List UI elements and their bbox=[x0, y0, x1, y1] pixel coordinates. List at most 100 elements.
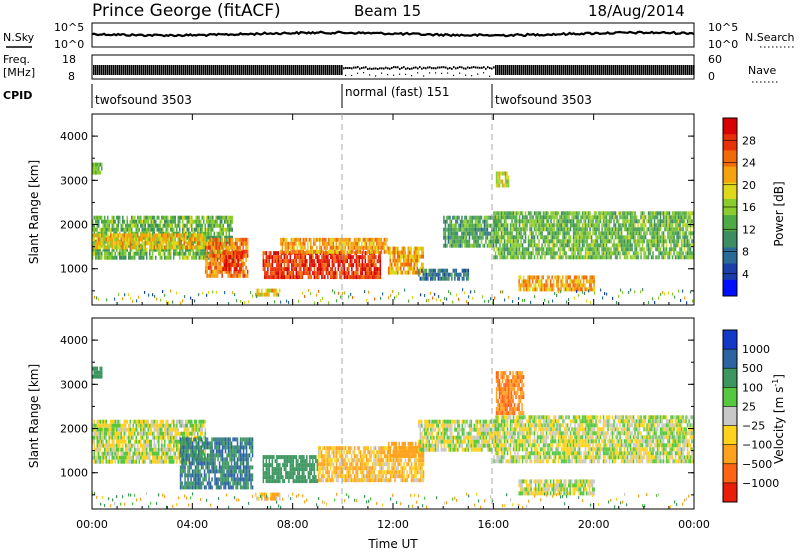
range-cell bbox=[460, 236, 462, 240]
range-cell bbox=[124, 237, 126, 241]
freq-sample bbox=[101, 65, 103, 75]
range-cell bbox=[155, 220, 157, 224]
range-cell bbox=[546, 227, 548, 231]
range-cell bbox=[579, 211, 581, 215]
range-cell bbox=[551, 287, 553, 291]
range-cell bbox=[559, 239, 561, 243]
range-cell bbox=[297, 271, 299, 275]
range-cell bbox=[446, 228, 448, 232]
range-cell bbox=[344, 259, 346, 263]
range-cell bbox=[436, 273, 438, 277]
freq-sample bbox=[183, 65, 185, 75]
range-cell bbox=[331, 238, 333, 242]
range-cell bbox=[284, 271, 286, 275]
range-cell bbox=[170, 245, 172, 249]
range-cell bbox=[604, 255, 606, 259]
range-cell bbox=[127, 233, 129, 237]
range-cell bbox=[104, 456, 106, 460]
range-cell bbox=[498, 227, 500, 231]
range-cell bbox=[336, 299, 337, 302]
colorbar-tick-label: 24 bbox=[742, 157, 756, 170]
range-cell bbox=[445, 240, 447, 244]
range-cell bbox=[128, 428, 130, 432]
range-cell bbox=[244, 254, 246, 258]
range-cell bbox=[523, 227, 525, 231]
range-cell bbox=[163, 224, 165, 228]
range-cell bbox=[445, 236, 447, 240]
range-cell bbox=[590, 287, 592, 291]
range-cell bbox=[357, 267, 359, 271]
range-cell bbox=[424, 269, 426, 273]
range-cell bbox=[669, 231, 671, 235]
range-cell bbox=[172, 224, 174, 228]
range-cell bbox=[472, 224, 474, 228]
range-cell bbox=[538, 227, 540, 231]
range-cell bbox=[233, 274, 235, 278]
range-cell bbox=[619, 235, 621, 239]
range-cell bbox=[481, 224, 483, 228]
range-cell bbox=[365, 271, 367, 275]
range-cell bbox=[658, 247, 660, 251]
range-cell bbox=[364, 246, 366, 250]
range-cell bbox=[154, 295, 155, 298]
range-cell bbox=[334, 238, 336, 242]
range-cell bbox=[100, 245, 102, 249]
range-cell bbox=[203, 252, 205, 256]
range-cell bbox=[227, 263, 229, 267]
range-cell bbox=[266, 275, 268, 279]
range-cell bbox=[578, 275, 580, 279]
range-cell bbox=[131, 460, 133, 464]
range-cell bbox=[377, 267, 379, 271]
range-cell bbox=[457, 232, 459, 236]
range-cell bbox=[360, 275, 362, 279]
range-cell bbox=[110, 420, 112, 424]
range-cell bbox=[679, 215, 681, 219]
range-cell bbox=[125, 444, 127, 448]
range-cell bbox=[574, 297, 575, 300]
range-cell bbox=[482, 228, 484, 232]
range-cell bbox=[601, 223, 603, 227]
range-cell bbox=[448, 216, 450, 220]
range-cell bbox=[457, 277, 459, 281]
range-cell bbox=[487, 236, 489, 240]
range-cell bbox=[181, 233, 183, 237]
range-cell bbox=[359, 275, 361, 279]
range-cell bbox=[318, 275, 320, 279]
range-cell bbox=[690, 231, 692, 235]
range-cell bbox=[121, 248, 123, 252]
range-cell bbox=[621, 243, 623, 247]
range-cell bbox=[628, 247, 630, 251]
range-cell bbox=[657, 227, 659, 231]
range-cell bbox=[140, 245, 142, 249]
range-cell bbox=[214, 250, 216, 254]
freq-sample bbox=[225, 65, 227, 75]
range-cell bbox=[554, 275, 556, 279]
range-cell bbox=[652, 255, 654, 259]
range-cell bbox=[142, 424, 144, 428]
range-cell bbox=[280, 238, 282, 242]
range-cell bbox=[508, 239, 510, 243]
range-cell bbox=[506, 184, 508, 188]
range-cell bbox=[438, 295, 439, 298]
range-cell bbox=[549, 223, 551, 227]
range-cell bbox=[286, 300, 287, 303]
range-cell bbox=[151, 256, 153, 260]
range-cell bbox=[537, 215, 539, 219]
range-cell bbox=[669, 255, 671, 259]
range-cell bbox=[543, 219, 545, 223]
nave-sample bbox=[369, 74, 370, 75]
freq-sample bbox=[399, 68, 401, 70]
range-cell bbox=[558, 219, 560, 223]
range-cell bbox=[379, 246, 381, 250]
range-cell bbox=[267, 259, 269, 263]
range-cell bbox=[131, 448, 133, 452]
range-cell bbox=[181, 245, 183, 249]
range-cell bbox=[517, 255, 519, 259]
range-cell bbox=[535, 219, 537, 223]
freq-sample bbox=[203, 65, 205, 75]
range-cell bbox=[101, 452, 103, 456]
range-cell bbox=[140, 216, 142, 220]
range-cell bbox=[205, 228, 207, 232]
range-cell bbox=[609, 247, 611, 251]
range-cell bbox=[343, 238, 345, 242]
